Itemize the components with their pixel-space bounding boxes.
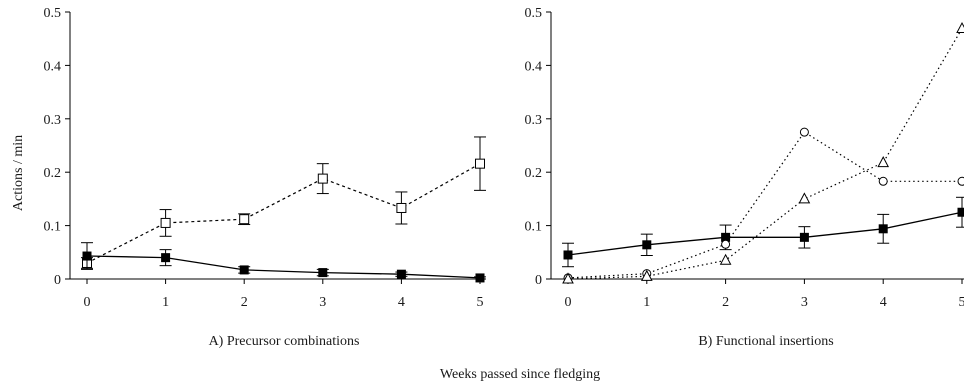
data-point-b-1 xyxy=(799,127,809,137)
data-point-b-0 xyxy=(957,207,964,217)
panel-a-caption: A) Precursor combinations xyxy=(209,334,360,349)
y-tick-label-b: 0.4 xyxy=(525,59,543,74)
data-point-b-2 xyxy=(640,269,653,281)
y-tick-label-b: 0 xyxy=(535,273,542,288)
series-line-a-1 xyxy=(86,255,481,279)
data-point-b-0 xyxy=(799,232,809,242)
data-point-b-1 xyxy=(957,176,964,186)
x-tick-label-a: 5 xyxy=(477,295,484,310)
x-tick-label-b: 1 xyxy=(643,295,650,310)
data-point-a-0 xyxy=(317,173,328,184)
data-point-b-0 xyxy=(721,232,731,242)
x-tick-label-b: 4 xyxy=(880,295,887,310)
y-axis-label-a: Actions / min xyxy=(11,135,26,211)
data-point-b-0 xyxy=(563,250,573,260)
data-point-a-0 xyxy=(239,214,250,225)
series-line-b-1 xyxy=(567,131,962,279)
data-point-a-1 xyxy=(239,265,249,275)
data-point-b-0 xyxy=(878,224,888,234)
y-tick-label-b: 0.3 xyxy=(525,113,543,128)
y-tick-label-b: 0.2 xyxy=(525,166,543,181)
y-tick-label-a: 0.5 xyxy=(44,6,62,21)
x-tick-label-a: 3 xyxy=(319,295,326,310)
data-point-a-1 xyxy=(475,273,485,283)
x-axis-label: Weeks passed since fledging xyxy=(440,367,600,382)
x-tick-label-a: 4 xyxy=(398,295,405,310)
x-tick-label-a: 0 xyxy=(84,295,91,310)
data-point-b-2 xyxy=(719,253,732,265)
x-tick-label-b: 3 xyxy=(801,295,808,310)
panel-b-caption: B) Functional insertions xyxy=(698,334,833,349)
y-tick-label-a: 0.3 xyxy=(44,113,62,128)
data-point-b-2 xyxy=(877,156,890,168)
data-point-b-1 xyxy=(878,176,888,186)
data-point-a-0 xyxy=(475,158,485,169)
data-point-b-0 xyxy=(642,240,652,250)
y-tick-label-a: 0 xyxy=(54,273,61,288)
data-point-a-1 xyxy=(161,253,171,263)
x-tick-label-a: 1 xyxy=(162,295,169,310)
panel-b: 0 0.1 0.2 0.3 0.4 0.5 0 1 2 3 4 5 xyxy=(525,6,964,310)
data-point-a-1 xyxy=(396,269,406,279)
y-tick-label-a: 0.4 xyxy=(44,59,62,74)
series-line-b-2 xyxy=(567,28,963,280)
y-tick-label-b: 0.1 xyxy=(525,220,543,235)
data-point-a-0 xyxy=(396,202,407,213)
panel-a: 0 0.1 0.2 0.3 0.4 0.5 0 1 2 3 4 5 xyxy=(44,6,486,310)
data-point-a-1 xyxy=(318,268,328,278)
x-tick-label-b: 5 xyxy=(959,295,964,310)
data-point-b-1 xyxy=(721,239,731,249)
x-tick-label-b: 2 xyxy=(722,295,729,310)
data-point-b-2 xyxy=(956,21,964,34)
y-tick-label-a: 0.1 xyxy=(44,220,62,235)
y-tick-label-a: 0.2 xyxy=(44,166,62,181)
data-point-a-1 xyxy=(82,251,92,261)
data-point-b-2 xyxy=(798,192,811,204)
series-line-b-0 xyxy=(567,211,963,256)
x-tick-label-b: 0 xyxy=(565,295,572,310)
x-tick-label-a: 2 xyxy=(241,295,248,310)
data-point-b-2 xyxy=(562,272,574,284)
series-line-a-0 xyxy=(86,163,481,264)
y-tick-label-b: 0.5 xyxy=(525,6,543,21)
data-point-a-0 xyxy=(160,217,171,228)
